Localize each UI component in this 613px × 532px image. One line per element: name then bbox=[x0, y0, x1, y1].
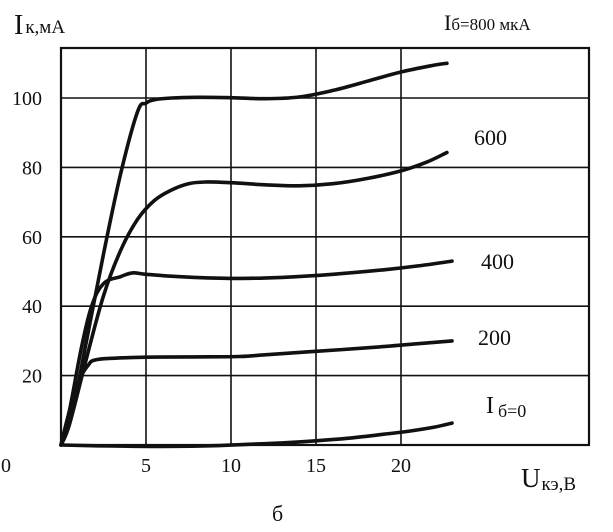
series-curves bbox=[59, 61, 454, 449]
series-line-400 bbox=[59, 259, 454, 447]
x-tick-label-20: 20 bbox=[391, 455, 411, 477]
y-tick-label-100: 100 bbox=[12, 88, 42, 110]
origin-label: 0 bbox=[1, 455, 11, 477]
plot-frame bbox=[59, 46, 591, 447]
series-label-0-main: I bbox=[486, 393, 494, 419]
series-line-0 bbox=[59, 421, 454, 449]
series-line-600 bbox=[59, 150, 449, 447]
y-tick-label-40: 40 bbox=[22, 296, 42, 318]
series-label-0-sub: б=0 bbox=[498, 401, 526, 421]
x-axis-label-main: U bbox=[521, 463, 541, 493]
series-label-400: 400 bbox=[481, 249, 514, 274]
series-line-200 bbox=[59, 339, 454, 447]
x-axis-label-sub: кэ,В bbox=[542, 474, 577, 495]
y-axis-label-sub: к,мА bbox=[25, 17, 65, 38]
x-axis-label: Uкэ,В bbox=[521, 463, 576, 495]
y-tick-label-20: 20 bbox=[22, 366, 42, 388]
x-tick-label-10: 10 bbox=[221, 455, 241, 477]
y-tick-label-80: 80 bbox=[22, 157, 42, 179]
series-label-800: Iб=800 мкА bbox=[444, 10, 531, 35]
y-axis-label-main: I bbox=[14, 10, 23, 41]
figure-caption: б bbox=[272, 501, 283, 526]
series-label-600: 600 bbox=[474, 125, 507, 150]
x-tick-label-5: 5 bbox=[141, 455, 151, 477]
x-axis-ticks: 5 10 15 20 bbox=[141, 455, 411, 477]
series-label-200: 200 bbox=[478, 325, 511, 350]
series-label-800-main: I bbox=[444, 10, 451, 35]
y-axis-ticks: 20 40 60 80 100 bbox=[12, 88, 42, 388]
series-label-800-sub: б=800 мкА bbox=[451, 15, 531, 34]
grid bbox=[61, 48, 589, 445]
x-tick-label-15: 15 bbox=[306, 455, 326, 477]
y-tick-label-60: 60 bbox=[22, 227, 42, 249]
series-line-800 bbox=[59, 61, 449, 447]
